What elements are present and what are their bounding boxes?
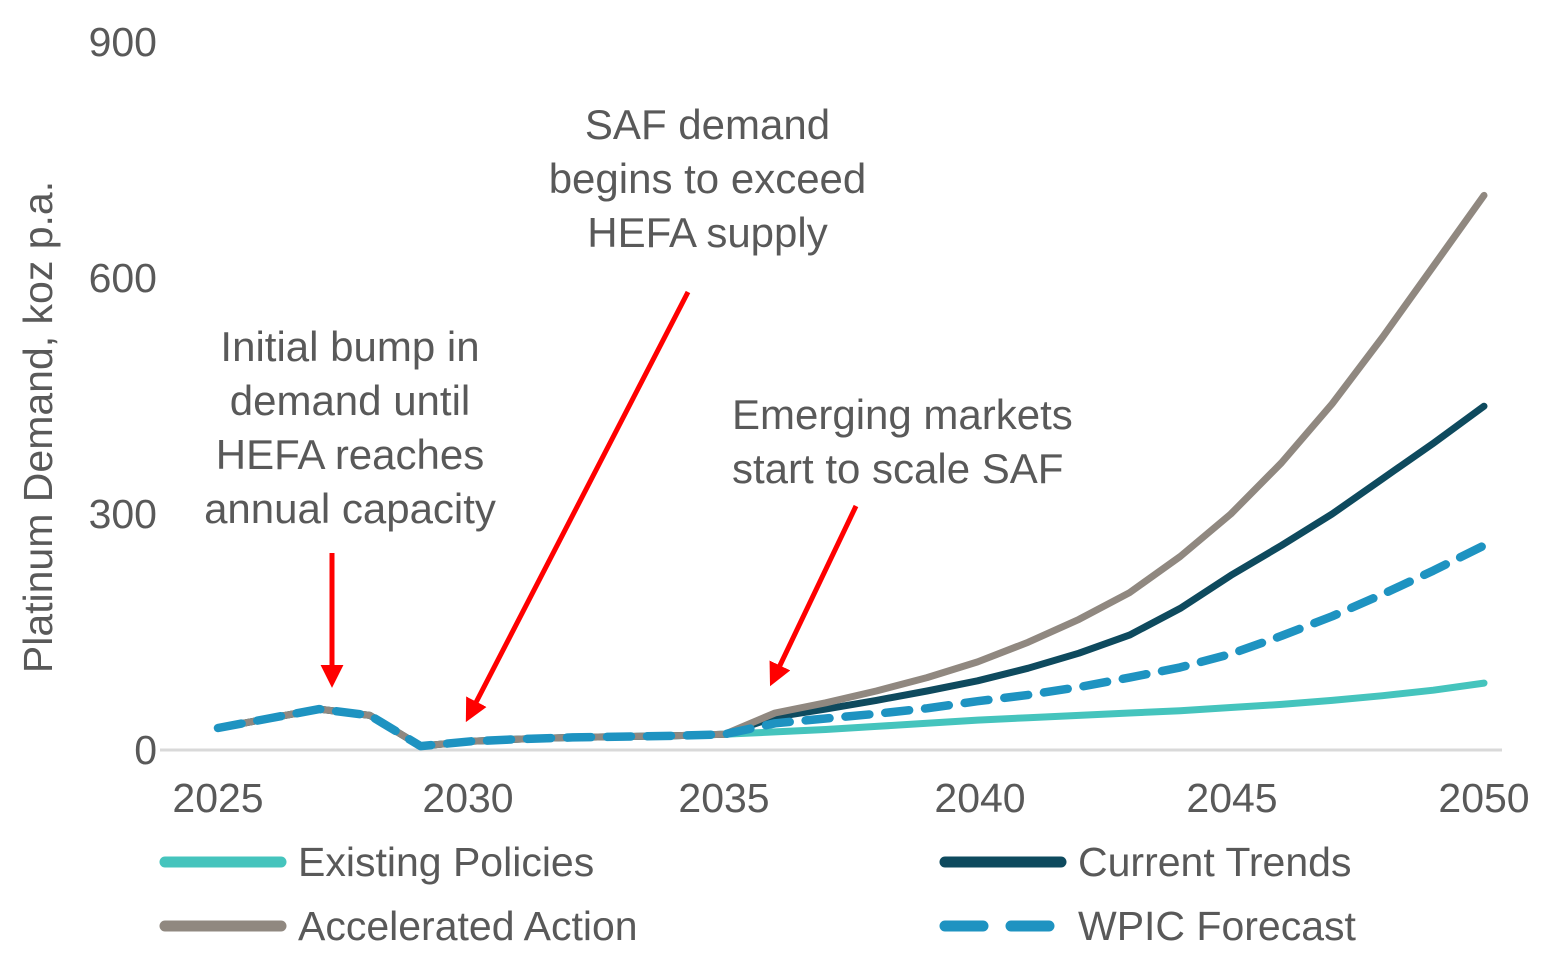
annotation-line: annual capacity bbox=[204, 485, 496, 532]
annotation-line: Initial bump in bbox=[220, 323, 480, 370]
x-tick-2025: 2025 bbox=[172, 775, 264, 821]
annotation-line: demand until bbox=[229, 377, 471, 424]
annotation-arrows bbox=[320, 290, 859, 723]
saf-demand-arrow bbox=[465, 290, 691, 723]
legend-label-wpic-forecast: WPIC Forecast bbox=[1078, 903, 1356, 949]
y-axis-title: Platinum Demand, koz p.a. bbox=[15, 180, 61, 674]
x-tick-2045: 2045 bbox=[1186, 775, 1278, 821]
annotation-line: SAF demand bbox=[584, 101, 831, 148]
legend-item-accelerated-action: Accelerated Action bbox=[158, 902, 638, 950]
legend-item-wpic-forecast: WPIC Forecast bbox=[938, 902, 1356, 950]
y-tick-900: 900 bbox=[88, 19, 157, 65]
annotation-saf-demand: SAF demand begins to exceed HEFA supply bbox=[520, 98, 895, 260]
annotation-emerging-markets: Emerging markets start to scale SAF bbox=[732, 388, 1172, 496]
annotation-line: start to scale SAF bbox=[732, 445, 1064, 492]
legend-swatch-existing-policies bbox=[159, 856, 287, 868]
series-line-wpic-forecast bbox=[213, 541, 1489, 751]
y-tick-0: 0 bbox=[134, 727, 157, 773]
legend-label-existing-policies: Existing Policies bbox=[298, 839, 595, 885]
x-tick-2030: 2030 bbox=[422, 775, 514, 821]
y-tick-600: 600 bbox=[88, 255, 157, 301]
annotation-line: HEFA reaches bbox=[215, 431, 485, 478]
x-tick-2040: 2040 bbox=[934, 775, 1026, 821]
legend-swatch-accelerated-action bbox=[159, 920, 287, 932]
annotation-initial-bump: Initial bump in demand until HEFA reache… bbox=[165, 320, 535, 536]
legend-swatch-current-trends bbox=[939, 856, 1067, 868]
legend-item-existing-policies: Existing Policies bbox=[158, 838, 594, 886]
legend-label-current-trends: Current Trends bbox=[1078, 839, 1352, 885]
y-tick-300: 300 bbox=[88, 491, 157, 537]
emerging-markets-arrow bbox=[769, 504, 859, 687]
x-tick-2035: 2035 bbox=[678, 775, 770, 821]
series-lines bbox=[213, 191, 1489, 751]
x-tick-2050: 2050 bbox=[1438, 775, 1530, 821]
legend-item-current-trends: Current Trends bbox=[938, 838, 1351, 886]
annotation-line: begins to exceed bbox=[548, 155, 867, 202]
annotation-line: Emerging markets bbox=[732, 391, 1073, 438]
legend-label-accelerated-action: Accelerated Action bbox=[298, 903, 638, 949]
annotation-line: HEFA supply bbox=[587, 209, 828, 256]
legend-swatch-wpic-forecast bbox=[939, 920, 1067, 932]
